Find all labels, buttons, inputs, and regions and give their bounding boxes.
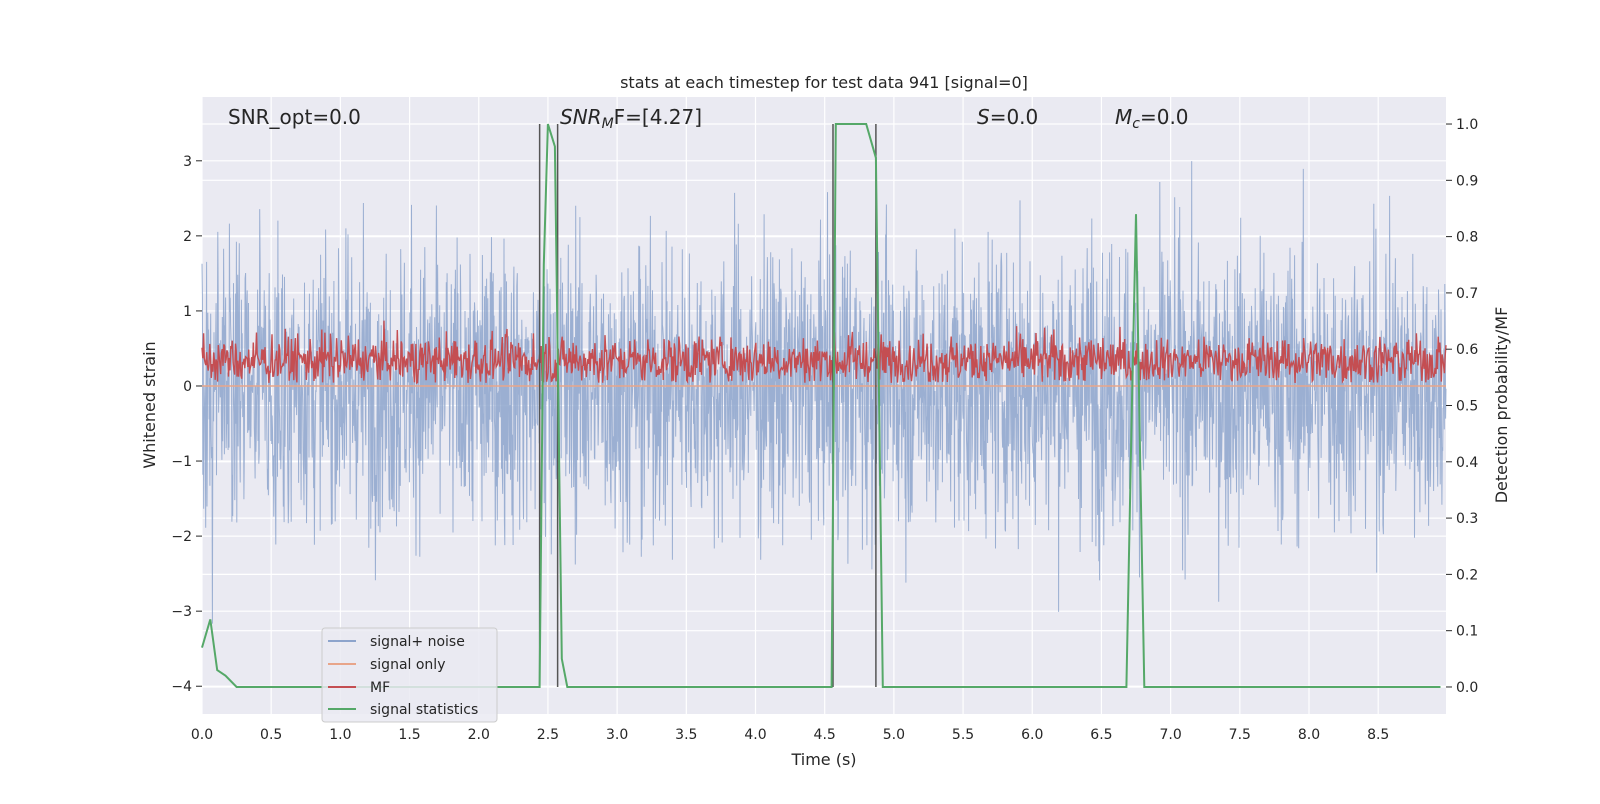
y-left-axis-label: Whitened strain [140,341,159,468]
legend-label-stats: signal statistics [370,702,478,718]
y-right-tick-0: 0.0 [1456,680,1478,696]
y-right-tick-3: 0.3 [1456,511,1478,527]
y-right-tick-9: 0.9 [1456,173,1478,189]
y-left-tick-2: −2 [171,529,192,545]
y-left-tick-1: −3 [171,604,192,620]
annotation-snr-opt: SNR_opt=0.0 [228,105,361,129]
x-tick-8: 4.0 [744,727,766,743]
series-mf [201,320,1447,385]
y-right-tick-1: 0.1 [1456,624,1478,640]
y-right-tick-2: 0.2 [1456,567,1478,583]
x-tick-4: 2.0 [468,727,490,743]
legend-label-noise: signal+ noise [370,634,465,650]
annotation-snr-mf: SNRMF=[4.27] [560,105,702,132]
y-left-tick-7: 3 [183,154,192,170]
x-tick-0: 0.0 [191,727,213,743]
x-tick-10: 5.0 [883,727,905,743]
x-tick-14: 7.0 [1159,727,1181,743]
y-left-tick-3: −1 [171,454,192,470]
signal-statistics-line [201,123,1441,688]
legend: signal+ noise signal only MF signal stat… [321,627,498,723]
x-tick-11: 5.5 [952,727,974,743]
x-tick-16: 8.0 [1298,727,1320,743]
x-tick-17: 8.5 [1367,727,1389,743]
x-tick-6: 3.0 [606,727,628,743]
x-tick-1: 0.5 [260,727,282,743]
legend-label-signal-only: signal only [370,657,445,673]
y-right-tick-7: 0.7 [1456,286,1478,302]
y-right-tick-10: 1.0 [1456,117,1478,133]
y-right-axis-label: Detection probability/MF [1492,307,1511,504]
x-tick-5: 2.5 [537,727,559,743]
y-left-tick-labels: −4 −3 −2 −1 0 1 2 3 [171,154,202,695]
x-tick-15: 7.5 [1229,727,1251,743]
chart-title: stats at each timestep for test data 941… [620,73,1028,92]
x-tick-labels: 0.0 0.5 1.0 1.5 2.0 2.5 3.0 3.5 4.0 4.5 5.0 5.5 6.0 6… [191,727,1389,743]
x-tick-2: 1.0 [329,727,351,743]
noise-line [201,161,1447,624]
x-axis-label: Time (s) [790,750,856,769]
series-signal-statistics [201,123,1441,688]
y-right-tick-labels: 0.0 0.1 0.2 0.3 0.4 0.5 0.6 0.7 0.8 0.9 1.0 [1446,117,1478,696]
y-right-tick-4: 0.4 [1456,455,1478,471]
y-left-tick-6: 2 [183,229,192,245]
y-left-tick-0: −4 [171,679,192,695]
annotation-mc: Mc=0.0 [1115,105,1189,132]
x-tick-9: 4.5 [814,727,836,743]
mf-line [201,320,1447,385]
x-tick-7: 3.5 [675,727,697,743]
x-tick-3: 1.5 [398,727,420,743]
y-left-tick-5: 1 [183,304,192,320]
legend-label-mf: MF [370,680,390,696]
legend-box [321,627,498,723]
y-right-tick-5: 0.5 [1456,399,1478,415]
annotation-s: S=0.0 [977,105,1038,129]
x-tick-13: 6.5 [1090,727,1112,743]
series-signal-plus-noise [201,161,1447,624]
y-right-tick-6: 0.6 [1456,342,1478,358]
x-tick-12: 6.0 [1021,727,1043,743]
y-left-tick-4: 0 [183,379,192,395]
y-right-tick-8: 0.8 [1456,230,1478,246]
